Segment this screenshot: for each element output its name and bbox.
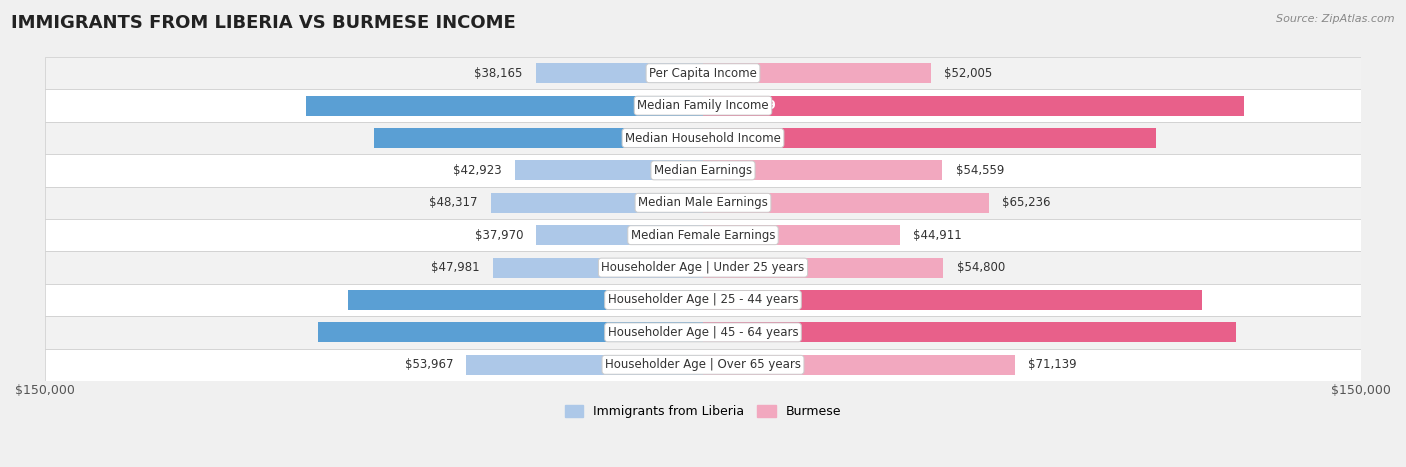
Bar [703,63,931,83]
Text: Householder Age | Under 25 years: Householder Age | Under 25 years [602,261,804,274]
Text: Per Capita Income: Per Capita Income [650,67,756,80]
Bar [307,96,703,116]
FancyBboxPatch shape [45,187,1361,219]
Bar [703,96,1244,116]
Bar [374,128,703,148]
Text: $38,165: $38,165 [474,67,523,80]
Legend: Immigrants from Liberia, Burmese: Immigrants from Liberia, Burmese [560,400,846,423]
FancyBboxPatch shape [45,316,1361,348]
Text: $48,317: $48,317 [429,196,478,209]
Bar [703,257,943,277]
Bar [703,225,900,245]
FancyBboxPatch shape [45,154,1361,187]
Text: $74,896: $74,896 [638,132,692,144]
Text: Median Household Income: Median Household Income [626,132,780,144]
Text: $87,739: $87,739 [638,326,692,339]
Text: $80,863: $80,863 [638,293,692,306]
Bar [703,128,1156,148]
FancyBboxPatch shape [45,89,1361,122]
Text: $71,139: $71,139 [1028,358,1077,371]
Text: Median Earnings: Median Earnings [654,164,752,177]
FancyBboxPatch shape [45,122,1361,154]
Bar [467,355,703,375]
Text: $113,701: $113,701 [714,293,776,306]
Bar [703,160,942,180]
Text: $54,559: $54,559 [956,164,1004,177]
Bar [349,290,703,310]
Text: Median Family Income: Median Family Income [637,99,769,112]
Bar [703,355,1015,375]
FancyBboxPatch shape [45,219,1361,251]
Text: $47,981: $47,981 [430,261,479,274]
Text: IMMIGRANTS FROM LIBERIA VS BURMESE INCOME: IMMIGRANTS FROM LIBERIA VS BURMESE INCOM… [11,14,516,32]
FancyBboxPatch shape [45,284,1361,316]
Text: $121,444: $121,444 [714,326,776,339]
Bar [491,193,703,213]
Text: $52,005: $52,005 [945,67,993,80]
Bar [318,322,703,342]
Text: $123,369: $123,369 [714,99,776,112]
FancyBboxPatch shape [45,348,1361,381]
Text: Householder Age | Over 65 years: Householder Age | Over 65 years [605,358,801,371]
Text: $65,236: $65,236 [1002,196,1050,209]
Bar [537,225,703,245]
Text: Median Female Earnings: Median Female Earnings [631,229,775,242]
Bar [703,322,1236,342]
Text: Median Male Earnings: Median Male Earnings [638,196,768,209]
Bar [492,257,703,277]
Text: $42,923: $42,923 [453,164,502,177]
Text: $37,970: $37,970 [475,229,523,242]
FancyBboxPatch shape [45,57,1361,89]
Bar [515,160,703,180]
Bar [536,63,703,83]
Text: Householder Age | 45 - 64 years: Householder Age | 45 - 64 years [607,326,799,339]
Text: $54,800: $54,800 [956,261,1005,274]
Text: $53,967: $53,967 [405,358,453,371]
Text: $103,145: $103,145 [714,132,776,144]
Text: $90,450: $90,450 [638,99,692,112]
Bar [703,193,990,213]
FancyBboxPatch shape [45,251,1361,284]
Bar [703,290,1202,310]
Text: $44,911: $44,911 [912,229,962,242]
Text: Source: ZipAtlas.com: Source: ZipAtlas.com [1277,14,1395,24]
Text: Householder Age | 25 - 44 years: Householder Age | 25 - 44 years [607,293,799,306]
